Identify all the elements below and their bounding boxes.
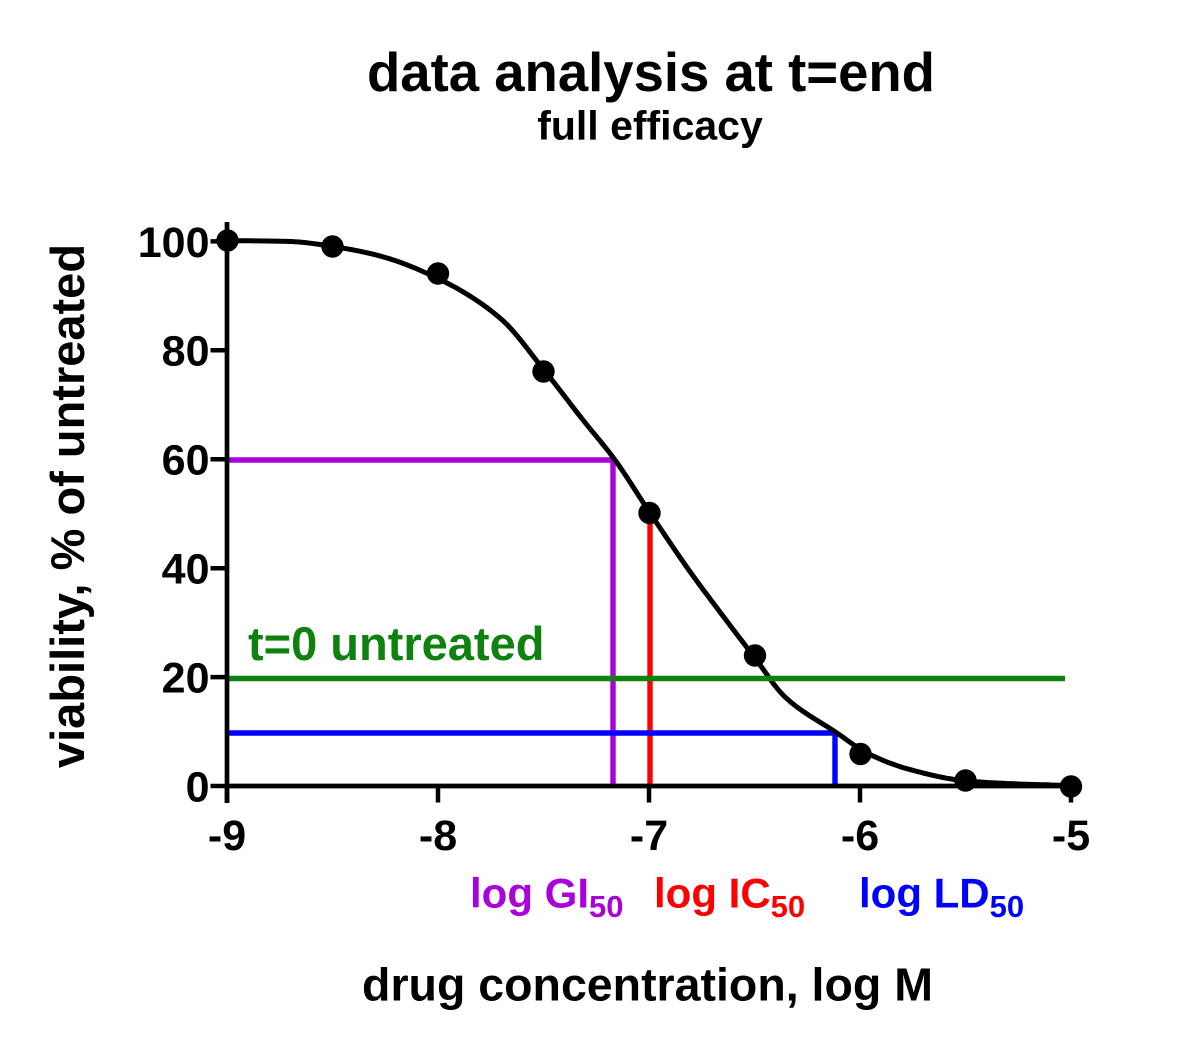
svg-text:40: 40	[162, 546, 210, 594]
svg-text:20: 20	[162, 655, 210, 703]
svg-text:-6: -6	[841, 812, 879, 860]
svg-text:t=0 untreated: t=0 untreated	[248, 617, 544, 670]
svg-text:-5: -5	[1052, 812, 1090, 860]
svg-text:full efficacy: full efficacy	[537, 102, 763, 148]
svg-text:-8: -8	[419, 812, 457, 860]
svg-text:0: 0	[186, 763, 210, 811]
svg-text:data analysis at t=end: data analysis at t=end	[367, 42, 935, 103]
svg-text:60: 60	[162, 437, 210, 485]
svg-text:drug concentration, log M: drug concentration, log M	[362, 959, 933, 1011]
svg-text:-9: -9	[208, 812, 246, 860]
svg-text:100: 100	[138, 219, 210, 267]
svg-text:-7: -7	[630, 812, 668, 860]
svg-text:log LD50: log LD50	[859, 870, 1024, 925]
svg-text:80: 80	[162, 328, 210, 376]
svg-text:viability, % of untreated: viability, % of untreated	[41, 244, 94, 768]
